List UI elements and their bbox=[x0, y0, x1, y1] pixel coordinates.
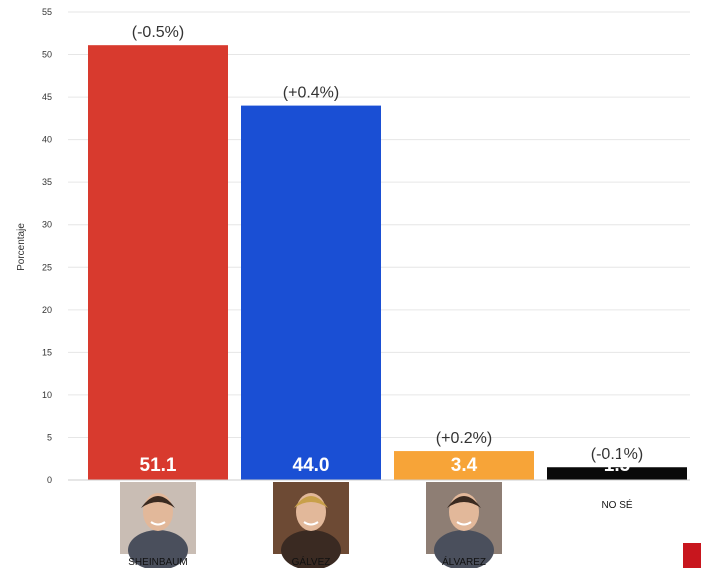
y-tick-label: 50 bbox=[42, 50, 52, 60]
bar bbox=[241, 105, 381, 480]
bar bbox=[547, 467, 687, 480]
y-tick-label: 40 bbox=[42, 135, 52, 145]
category-label: SHEINBAUM bbox=[128, 557, 187, 568]
change-label: (-0.1%) bbox=[591, 446, 643, 463]
y-tick-label: 25 bbox=[42, 262, 52, 272]
bar bbox=[394, 451, 534, 480]
bar bbox=[88, 45, 228, 480]
y-axis-ticks: 0 5 10 15 20 25 30 35 40 45 50 55 bbox=[42, 7, 52, 485]
change-label: (+0.2%) bbox=[436, 430, 492, 447]
value-label: 51.1 bbox=[140, 455, 177, 476]
candidate-photos bbox=[120, 482, 502, 568]
y-tick-label: 10 bbox=[42, 390, 52, 400]
y-tick-label: 15 bbox=[42, 347, 52, 357]
y-tick-label: 45 bbox=[42, 92, 52, 102]
y-tick-label: 30 bbox=[42, 220, 52, 230]
y-tick-label: 20 bbox=[42, 305, 52, 315]
value-label: 3.4 bbox=[451, 455, 478, 476]
corner-mark bbox=[683, 543, 701, 568]
candidate-photo bbox=[273, 482, 349, 568]
change-labels: (-0.5%) (+0.4%) (+0.2%) (-0.1%) bbox=[132, 24, 643, 463]
change-label: (-0.5%) bbox=[132, 24, 184, 41]
category-label: NO SÉ bbox=[601, 498, 632, 511]
value-labels: 51.1 44.0 3.4 1.5 bbox=[140, 455, 631, 476]
change-label: (+0.4%) bbox=[283, 85, 339, 102]
candidate-photo bbox=[426, 482, 502, 568]
category-label: ÁLVAREZ bbox=[442, 555, 486, 568]
y-tick-label: 0 bbox=[47, 475, 52, 485]
y-tick-label: 35 bbox=[42, 177, 52, 187]
y-tick-label: 5 bbox=[47, 432, 52, 442]
category-label: GÁLVEZ bbox=[292, 555, 331, 568]
value-label: 1.5 bbox=[604, 455, 631, 476]
candidate-photo bbox=[120, 482, 196, 568]
value-label: 44.0 bbox=[293, 455, 330, 476]
y-axis-label: Porcentaje bbox=[16, 223, 27, 271]
y-tick-label: 55 bbox=[42, 7, 52, 17]
bars bbox=[88, 45, 687, 480]
category-labels: SHEINBAUM GÁLVEZ ÁLVAREZ NO SÉ bbox=[128, 498, 633, 568]
